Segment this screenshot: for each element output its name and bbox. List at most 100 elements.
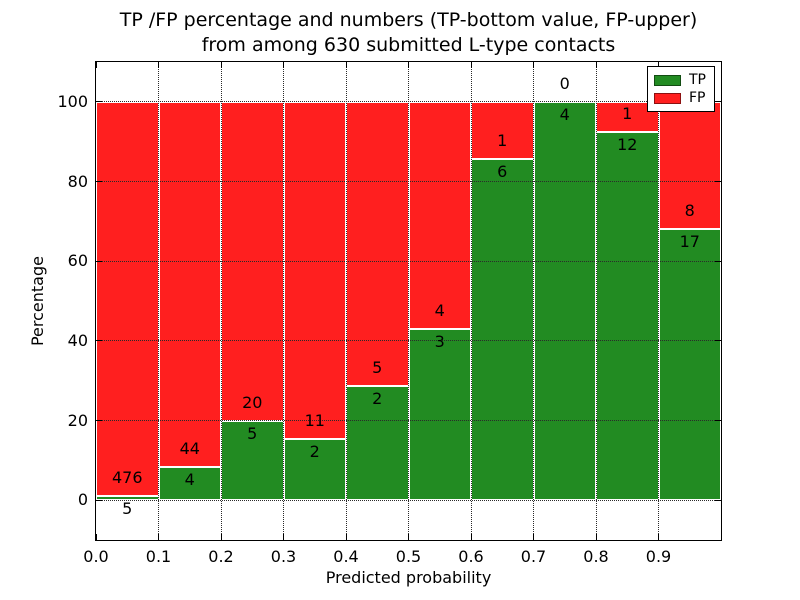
fp-swatch-icon (654, 92, 681, 104)
x-tick-label: 0.4 (333, 547, 359, 566)
bar-segment-tp (596, 132, 659, 501)
y-tick-mark (96, 260, 102, 262)
gridline-vertical (345, 62, 347, 540)
y-tick-mark-right (715, 340, 721, 342)
chart-title: TP /FP percentage and numbers (TP-bottom… (96, 8, 721, 58)
x-tick-label: 0.1 (145, 547, 172, 566)
x-tick-mark-top (158, 62, 159, 68)
y-tick-mark (96, 499, 102, 501)
bar-segment-fp (96, 101, 159, 497)
legend-label-tp: TP (689, 72, 706, 88)
bar-segment-tp (346, 386, 409, 501)
x-tick-label: 0.3 (270, 547, 297, 566)
x-tick-mark-top (95, 62, 97, 68)
x-axis-label: Predicted probability (325, 568, 492, 587)
tp-count-label: 2 (309, 441, 320, 461)
chart-title-line1: TP /FP percentage and numbers (TP-bottom… (119, 9, 698, 31)
tp-count-label: 6 (497, 161, 508, 181)
gridline-vertical (533, 62, 534, 540)
bar-segment-tp (658, 229, 721, 501)
bar-segment-fp (283, 101, 346, 439)
tp-count-label: 5 (122, 499, 133, 519)
tp-count-label: 4 (559, 104, 570, 124)
x-tick-mark (220, 534, 222, 540)
y-tick-mark (96, 340, 102, 342)
gridline-vertical (470, 62, 472, 540)
x-tick-mark (408, 534, 409, 540)
bar-segment-fp (158, 101, 221, 467)
fp-count-label: 11 (304, 410, 325, 430)
bar-segment-fp (346, 101, 409, 387)
x-tick-mark-top (283, 62, 284, 68)
x-tick-label: 0.5 (395, 547, 422, 566)
y-tick-label: 60 (67, 251, 88, 271)
x-tick-mark (720, 534, 722, 540)
y-tick-mark (96, 420, 102, 421)
x-tick-mark (470, 534, 472, 540)
gridline-vertical (158, 62, 159, 540)
fp-count-label: 0 (559, 73, 570, 93)
fp-count-label: 44 (179, 438, 200, 458)
y-tick-mark-right (715, 260, 721, 262)
x-tick-label: 0.8 (583, 547, 609, 566)
gridline-vertical (408, 62, 409, 540)
y-tick-label: 100 (57, 91, 88, 111)
x-tick-mark-top (345, 62, 347, 68)
x-tick-mark (95, 534, 97, 540)
fp-count-label: 476 (111, 468, 143, 488)
y-tick-label: 0 (77, 490, 88, 510)
gridline-vertical (658, 62, 659, 540)
x-tick-mark-top (658, 62, 659, 68)
y-tick-mark-right (715, 499, 721, 501)
x-tick-mark-top (470, 62, 472, 68)
x-tick-mark (658, 534, 659, 540)
fp-count-label: 20 (242, 392, 263, 412)
x-tick-mark-top (720, 62, 722, 68)
gridline-vertical (595, 62, 597, 540)
fp-count-label: 8 (684, 201, 695, 221)
x-tick-mark (595, 534, 597, 540)
y-tick-label: 40 (67, 330, 88, 350)
plot-area: 476 5 44 4 20 5 11 2 5 2 4 3 1 6 0 4 1 12 8 17 TP FP (95, 61, 722, 541)
tp-count-label: 2 (372, 389, 383, 409)
bar-segment-tp (471, 158, 534, 501)
fp-count-label: 1 (622, 104, 633, 124)
tp-count-label: 5 (247, 423, 258, 443)
bar-segment-fp (408, 101, 471, 330)
tp-swatch-icon (654, 74, 681, 86)
y-tick-mark (96, 181, 102, 182)
fp-count-label: 1 (497, 130, 508, 150)
bar-segment-tp (158, 466, 221, 501)
x-tick-label: 0.2 (208, 547, 234, 566)
x-tick-mark (533, 534, 534, 540)
gridline-vertical (220, 62, 222, 540)
y-tick-label: 20 (67, 410, 88, 430)
tp-count-label: 4 (184, 469, 195, 489)
x-tick-mark-top (220, 62, 222, 68)
legend-label-fp: FP (689, 90, 706, 106)
x-tick-label: 0.7 (520, 547, 547, 566)
x-tick-mark-top (533, 62, 534, 68)
legend-box: TP FP (647, 66, 715, 112)
fp-count-label: 5 (372, 358, 383, 378)
tp-count-label: 17 (679, 232, 700, 252)
y-tick-mark-right (715, 181, 721, 182)
y-tick-mark-right (715, 420, 721, 421)
x-tick-mark-top (595, 62, 597, 68)
y-tick-mark-right (715, 101, 721, 103)
bar-segment-tp (533, 101, 596, 501)
x-tick-mark (158, 534, 159, 540)
y-tick-label: 80 (67, 171, 88, 191)
tp-count-label: 12 (617, 135, 638, 155)
x-tick-mark (345, 534, 347, 540)
fp-count-label: 4 (434, 301, 445, 321)
x-tick-label: 0.9 (645, 547, 672, 566)
chart-title-line2: from among 630 submitted L-type contacts (201, 34, 616, 56)
bar-segment-tp (408, 329, 471, 501)
tp-count-label: 3 (434, 332, 445, 352)
x-tick-label: 0.0 (83, 547, 109, 566)
x-tick-mark-top (408, 62, 409, 68)
x-tick-label: 0.6 (458, 547, 484, 566)
gridline-vertical (283, 62, 284, 540)
